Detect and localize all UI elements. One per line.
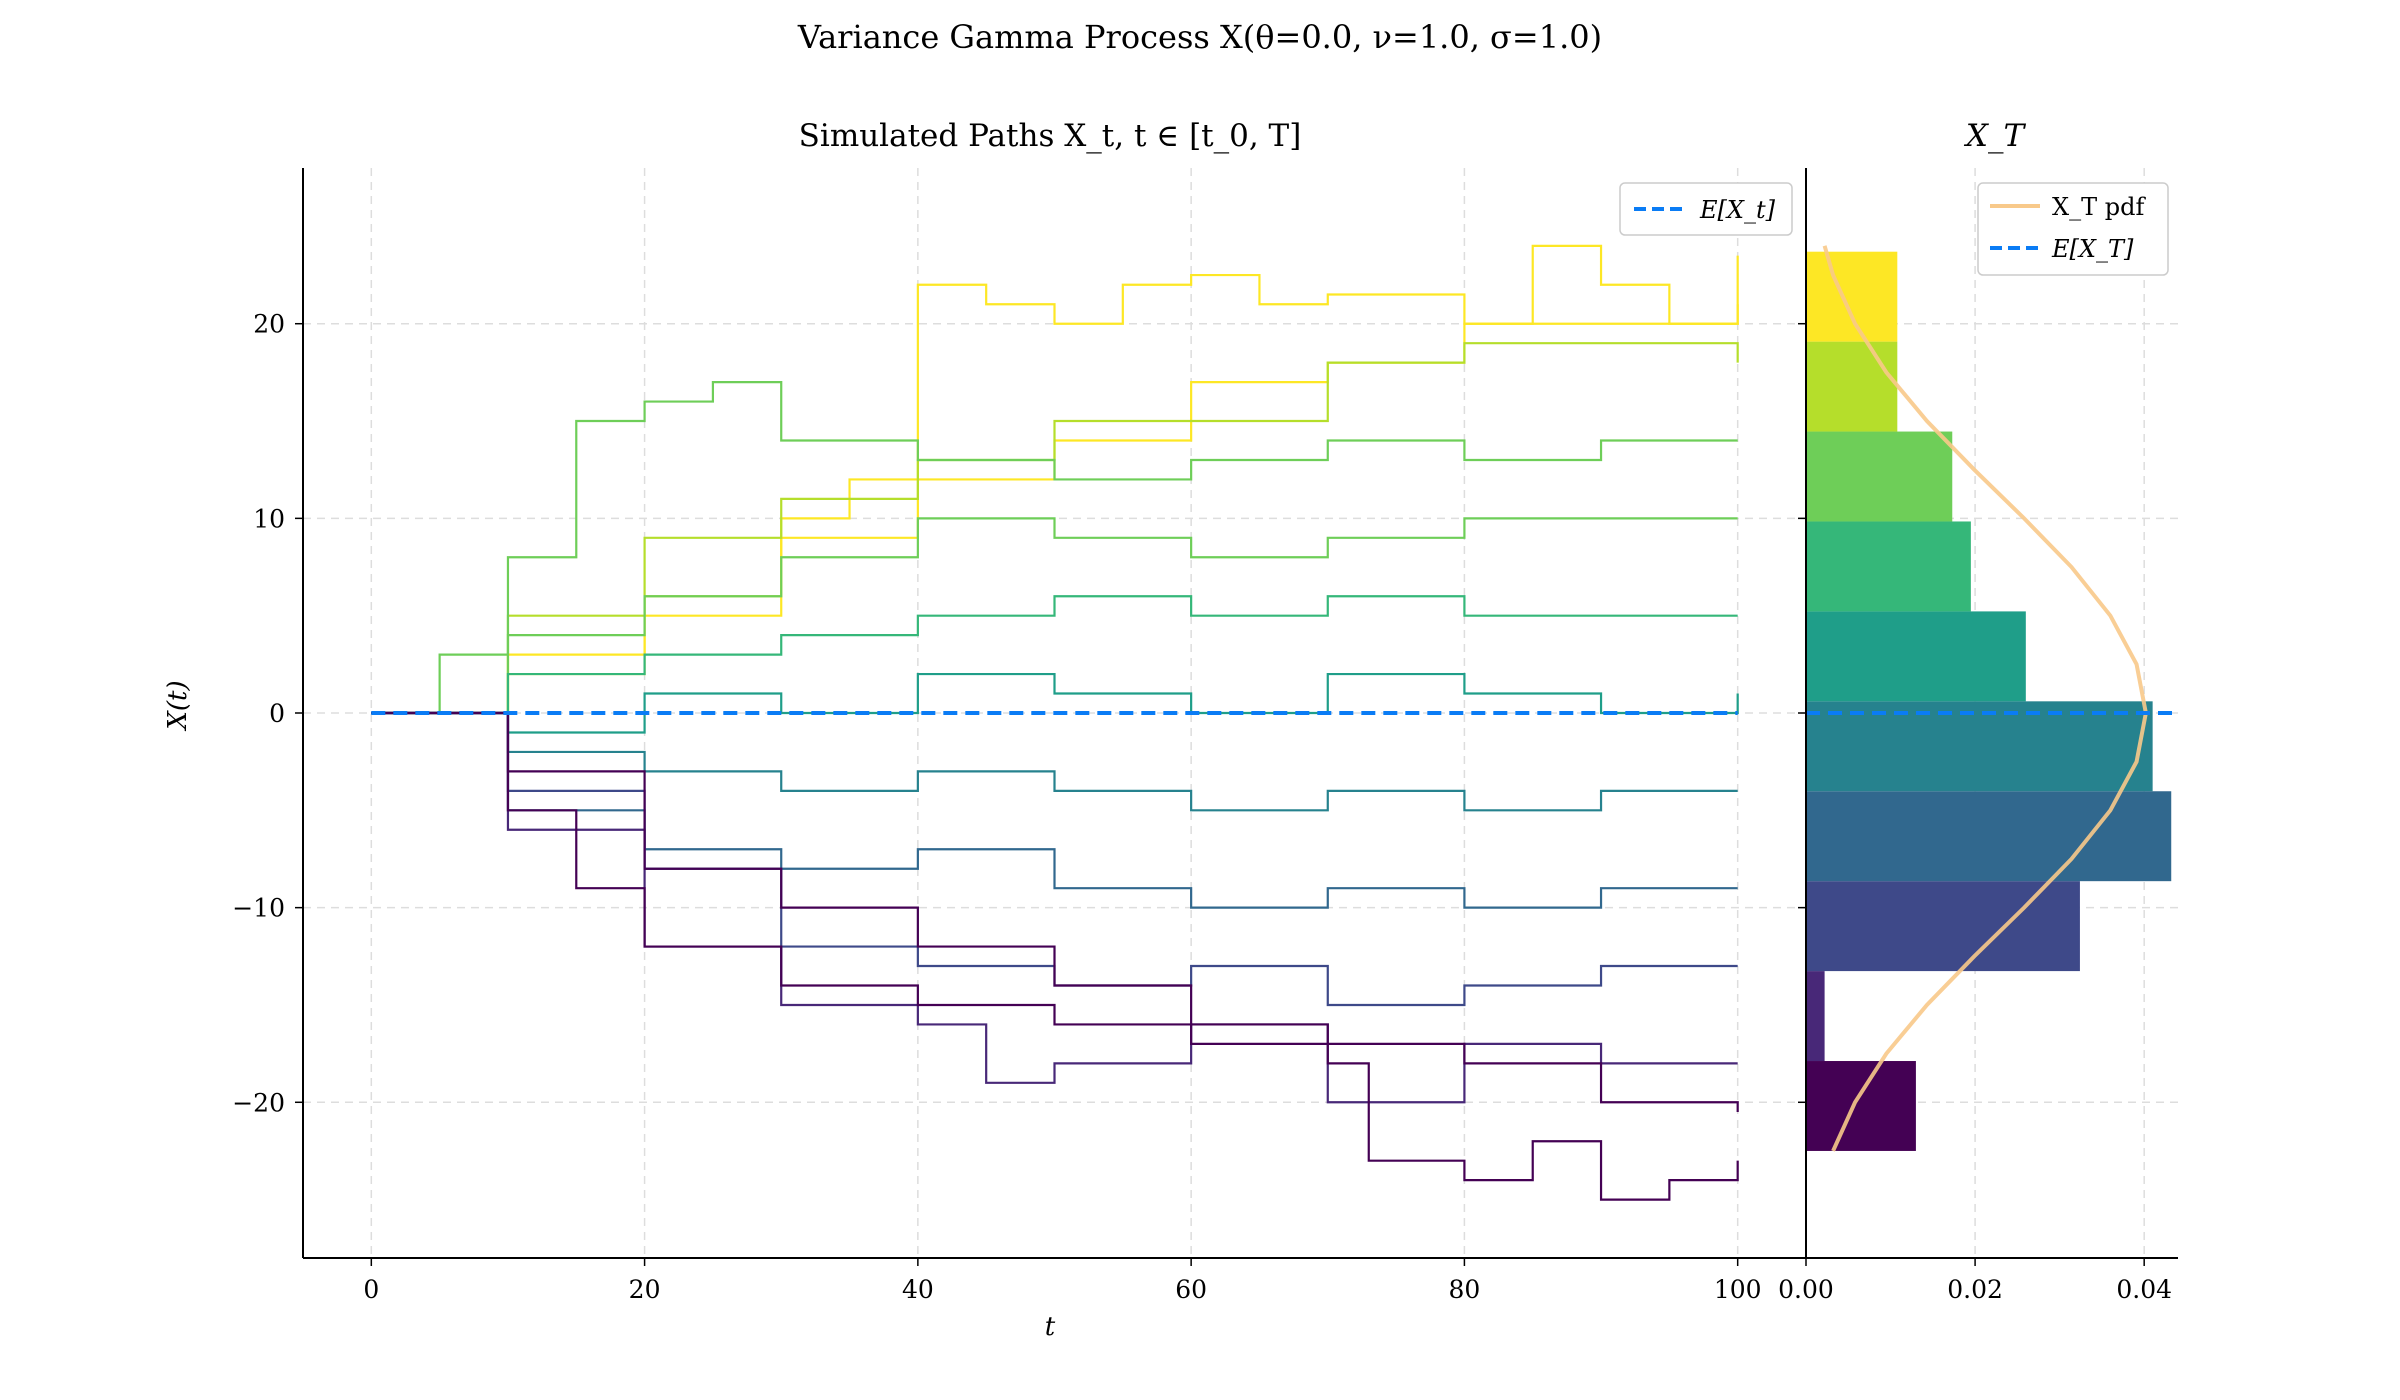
paths-legend: E[X_t]	[1619, 182, 1793, 236]
y-tick-label: 0	[269, 699, 285, 728]
histogram-axes: 0.00 0.02 0.04	[1778, 168, 2178, 1304]
paths-axes: 0 20 40 60 80 100 −20 −10 0 10 20	[232, 168, 1806, 1304]
paths-panel-title: Simulated Paths X_t, t ∈ [t_0, T]	[798, 118, 1302, 154]
x-tick-label: 20	[629, 1275, 661, 1304]
histogram-bar	[1806, 341, 1898, 432]
legend-label-mean: E[X_T]	[2051, 235, 2134, 263]
sample-path	[371, 381, 1738, 715]
y-tick-label: −10	[232, 894, 285, 923]
sample-path	[371, 517, 1738, 715]
histogram-legend: X_T pdf E[X_T]	[1977, 182, 2169, 276]
histogram-bar	[1806, 431, 1953, 522]
x-tick-label: 60	[1175, 1275, 1207, 1304]
sample-path	[371, 672, 1739, 734]
sample-path	[371, 711, 1738, 812]
pdf-curve-line	[1822, 245, 2148, 1152]
sample-path	[371, 711, 1739, 1113]
histogram-bar	[1806, 971, 1825, 1062]
x-axis-label: t	[1044, 1312, 1056, 1342]
histogram-bar	[1806, 611, 2026, 702]
x-tick-label: 100	[1714, 1275, 1762, 1304]
legend-label: E[X_t]	[1699, 196, 1776, 224]
histogram-bar	[1806, 1061, 1916, 1151]
histogram-bars	[1806, 251, 2172, 1151]
x-tick-label: 80	[1449, 1275, 1481, 1304]
pdf-curve	[1822, 245, 2148, 1152]
x-tick-label: 0	[363, 1275, 379, 1304]
hist-x-tick-label: 0.04	[2116, 1275, 2172, 1304]
y-tick-label: 10	[253, 504, 285, 533]
simulated-paths	[371, 244, 1739, 1201]
x-tick-label: 40	[902, 1275, 934, 1304]
hist-x-tick-label: 0.00	[1778, 1275, 1834, 1304]
sample-path	[371, 595, 1738, 715]
sample-path	[371, 273, 1739, 715]
legend-box	[1619, 182, 1793, 236]
figure-title: Variance Gamma Process X(θ=0.0, ν=1.0, σ…	[797, 18, 1603, 56]
hist-x-tick-label: 0.02	[1947, 1275, 2003, 1304]
legend-label-pdf: X_T pdf	[2052, 193, 2146, 221]
histogram-bar	[1806, 791, 2172, 882]
y-tick-label: 20	[253, 310, 285, 339]
histogram-panel-title: X_T	[1965, 118, 2025, 154]
sample-path	[371, 711, 1739, 1201]
histogram-bar	[1806, 521, 1971, 612]
histogram-bar	[1806, 701, 2153, 792]
histogram-bar	[1806, 251, 1898, 342]
y-tick-label: −20	[232, 1088, 285, 1117]
